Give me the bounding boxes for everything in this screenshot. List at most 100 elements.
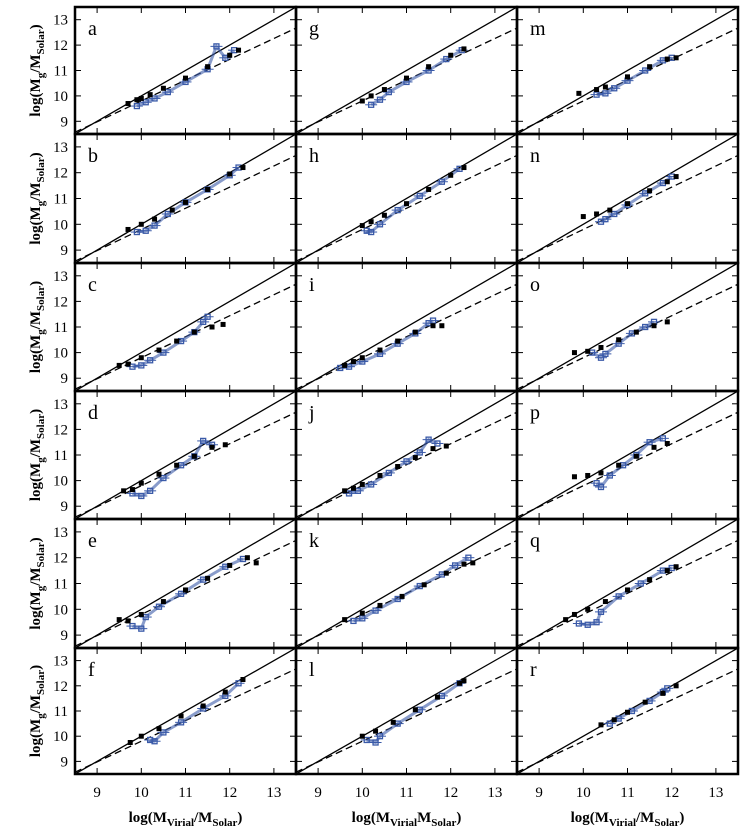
y-tick-label: 12 [53, 294, 68, 310]
black-point [633, 453, 639, 459]
blue-series-band [370, 48, 463, 107]
black-point [227, 171, 233, 177]
black-point [571, 474, 577, 480]
one-to-one-line [75, 7, 296, 134]
y-tick-label: 13 [53, 397, 68, 413]
black-point [664, 319, 670, 325]
panel-g: g [294, 5, 519, 136]
y-tick-label: 12 [53, 38, 68, 54]
y-tick-label: 9 [61, 499, 69, 515]
black-point [359, 223, 365, 229]
black-point [342, 362, 348, 368]
blue-point [376, 221, 384, 228]
black-point [647, 64, 653, 70]
black-point [633, 329, 639, 335]
panel-letter: e [88, 530, 97, 552]
black-point [244, 555, 250, 561]
black-point [576, 90, 582, 96]
black-point [585, 606, 591, 612]
one-to-one-line [296, 7, 517, 134]
one-to-one-line [517, 7, 738, 134]
y-tick-label: 10 [53, 729, 68, 745]
black-point [602, 599, 608, 605]
x-tick-label: 9 [314, 785, 322, 801]
black-point [673, 55, 679, 61]
panel-letter: q [530, 530, 540, 552]
x-tick-label: 9 [535, 785, 543, 801]
fit-line-dashed [75, 154, 296, 262]
black-point [156, 726, 162, 732]
panel-a: a [73, 5, 298, 136]
black-point [368, 219, 374, 225]
fit-line-dashed [75, 411, 296, 518]
black-point [205, 186, 211, 192]
panel-letter: b [88, 145, 98, 167]
x-axis-label: log(MVirialMSolar) [352, 810, 462, 829]
panel-letter: i [309, 274, 315, 296]
black-point [359, 481, 365, 487]
panel-letter: c [88, 274, 97, 296]
y-axis-label: log(Mg/MSolar) [28, 24, 47, 116]
black-point [134, 97, 140, 103]
black-point [342, 617, 348, 623]
black-point [404, 201, 409, 207]
panel-letter: d [88, 402, 98, 424]
black-point [205, 64, 211, 70]
blue-series-band [596, 56, 673, 97]
black-point [138, 480, 144, 486]
y-axis-label: log(Mg/MSolar) [28, 281, 47, 373]
black-point [138, 355, 144, 361]
black-point [156, 471, 162, 477]
y-tick-label: 9 [61, 628, 69, 644]
black-point [434, 694, 440, 700]
blue-point [606, 472, 613, 479]
black-point [461, 678, 467, 684]
black-point [448, 52, 454, 58]
fit-line-dashed [296, 411, 517, 518]
one-to-one-line [517, 263, 738, 391]
y-axis-label: log(Mg/MSolar) [28, 537, 47, 629]
blue-point [602, 350, 609, 358]
black-point [125, 226, 131, 232]
blue-point [597, 483, 605, 491]
blue-point [200, 318, 207, 326]
panel-n: n [515, 132, 740, 265]
black-point [183, 75, 188, 81]
y-tick-label: 11 [54, 704, 68, 720]
black-point [183, 587, 188, 593]
black-point [404, 75, 409, 81]
black-point [116, 617, 122, 623]
y-tick-label: 11 [54, 448, 68, 464]
black-point [127, 740, 133, 745]
blue-series-band [132, 315, 209, 369]
black-point [138, 733, 144, 739]
panel-letter: r [530, 659, 537, 681]
panel-c: c [73, 261, 298, 393]
black-point [125, 361, 131, 367]
panel-f: f [73, 646, 298, 776]
black-point [205, 575, 211, 581]
one-to-one-line [296, 134, 517, 263]
black-point [647, 188, 653, 194]
black-point [381, 87, 387, 93]
black-point [448, 172, 454, 178]
x-tick-label: 13 [266, 785, 281, 801]
black-point [377, 347, 383, 353]
black-point [421, 582, 427, 588]
panel-letter: h [309, 145, 319, 167]
fit-line-dashed [517, 411, 738, 518]
y-tick-label: 12 [53, 551, 68, 567]
y-tick-label: 13 [53, 525, 68, 541]
y-tick-label: 11 [54, 320, 68, 336]
blue-series-band [149, 682, 240, 743]
black-point [673, 683, 679, 689]
black-point [359, 733, 365, 739]
black-point [222, 689, 228, 695]
black-point [664, 179, 670, 185]
black-point [585, 348, 591, 354]
black-point [625, 587, 630, 593]
black-point [647, 577, 653, 583]
black-point [342, 488, 348, 494]
panel-k: k [294, 517, 519, 650]
y-axis-label: log(Mg/MSolar) [28, 665, 47, 757]
